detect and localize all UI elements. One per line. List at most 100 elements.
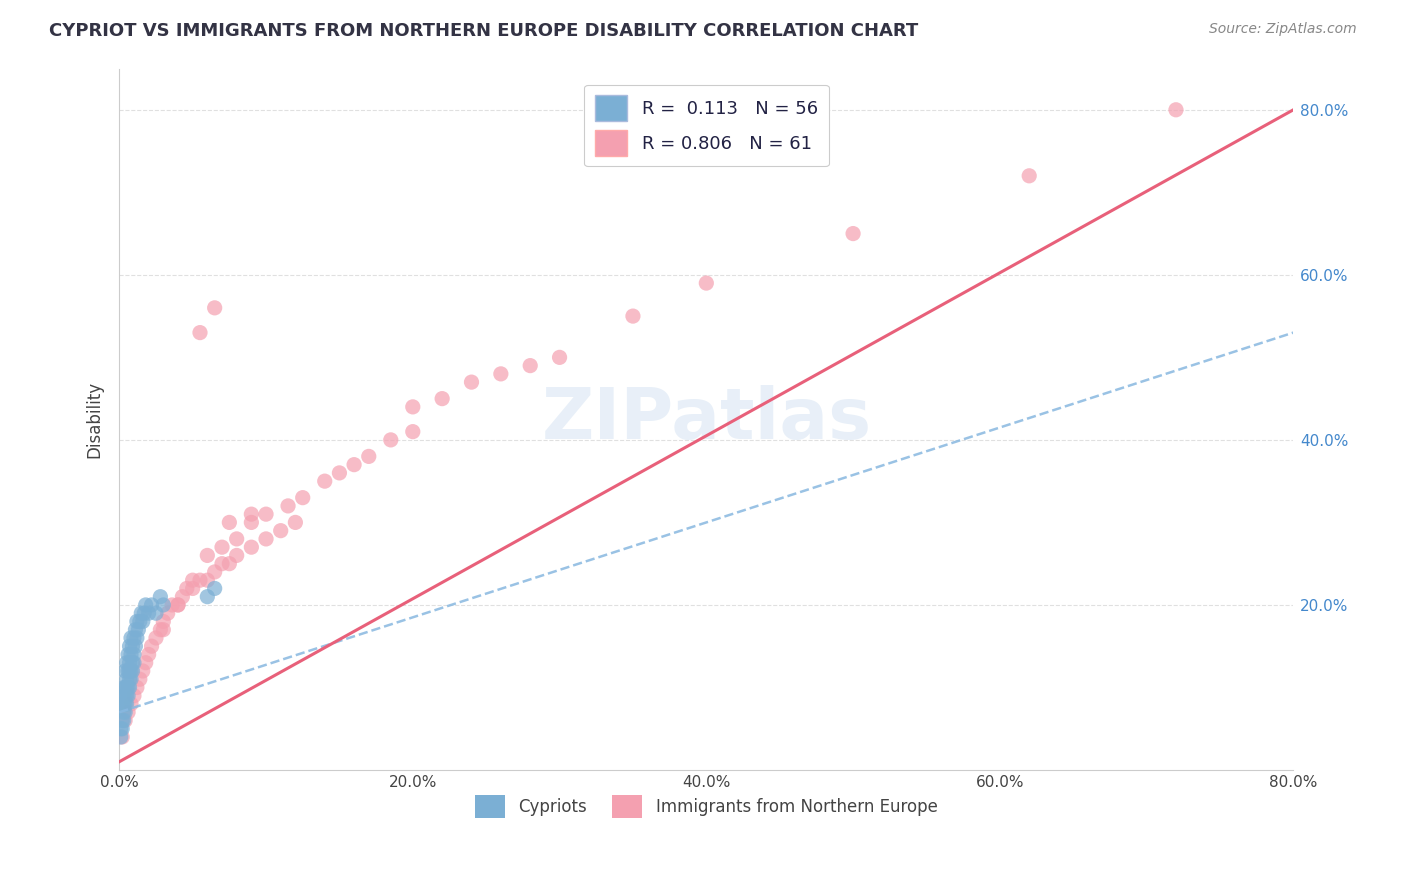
Point bbox=[138, 606, 160, 620]
Point bbox=[402, 425, 425, 439]
Point bbox=[204, 565, 226, 579]
Point bbox=[120, 648, 142, 662]
Point bbox=[695, 276, 717, 290]
Point bbox=[124, 623, 146, 637]
Point bbox=[156, 606, 179, 620]
Point bbox=[1018, 169, 1040, 183]
Point bbox=[120, 697, 142, 711]
Point bbox=[115, 697, 138, 711]
Point bbox=[115, 689, 138, 703]
Point bbox=[149, 623, 172, 637]
Point bbox=[132, 615, 155, 629]
Point bbox=[117, 681, 139, 695]
Point bbox=[129, 606, 152, 620]
Point bbox=[110, 730, 132, 744]
Point bbox=[1164, 103, 1187, 117]
Point bbox=[122, 631, 145, 645]
Point bbox=[842, 227, 865, 241]
Point bbox=[127, 623, 149, 637]
Point bbox=[284, 516, 307, 530]
Point bbox=[112, 689, 135, 703]
Point bbox=[225, 532, 247, 546]
Point bbox=[118, 681, 141, 695]
Point bbox=[195, 573, 218, 587]
Point bbox=[314, 474, 336, 488]
Point bbox=[128, 672, 150, 686]
Point bbox=[218, 516, 240, 530]
Point bbox=[141, 598, 163, 612]
Point bbox=[343, 458, 366, 472]
Point bbox=[121, 656, 143, 670]
Point bbox=[181, 573, 204, 587]
Point bbox=[211, 540, 233, 554]
Point bbox=[125, 631, 148, 645]
Point bbox=[118, 672, 141, 686]
Point bbox=[270, 524, 292, 538]
Point bbox=[111, 697, 134, 711]
Point bbox=[167, 598, 190, 612]
Point bbox=[117, 689, 139, 703]
Point bbox=[118, 656, 141, 670]
Point bbox=[204, 582, 226, 596]
Point bbox=[114, 681, 136, 695]
Point bbox=[112, 681, 135, 695]
Point bbox=[277, 499, 299, 513]
Point bbox=[135, 656, 157, 670]
Point bbox=[111, 730, 134, 744]
Point bbox=[225, 549, 247, 563]
Point bbox=[114, 697, 136, 711]
Point bbox=[548, 351, 571, 365]
Point bbox=[195, 549, 218, 563]
Point bbox=[141, 639, 163, 653]
Point bbox=[120, 672, 142, 686]
Point bbox=[125, 681, 148, 695]
Point bbox=[117, 648, 139, 662]
Text: CYPRIOT VS IMMIGRANTS FROM NORTHERN EUROPE DISABILITY CORRELATION CHART: CYPRIOT VS IMMIGRANTS FROM NORTHERN EURO… bbox=[49, 22, 918, 40]
Point bbox=[621, 309, 644, 323]
Point bbox=[121, 639, 143, 653]
Point bbox=[122, 656, 145, 670]
Point bbox=[125, 615, 148, 629]
Point bbox=[117, 705, 139, 719]
Point bbox=[430, 392, 453, 406]
Text: Source: ZipAtlas.com: Source: ZipAtlas.com bbox=[1209, 22, 1357, 37]
Point bbox=[328, 466, 350, 480]
Point bbox=[121, 664, 143, 678]
Point bbox=[138, 648, 160, 662]
Point bbox=[111, 714, 134, 728]
Point bbox=[114, 714, 136, 728]
Point bbox=[357, 450, 380, 464]
Point bbox=[204, 301, 226, 315]
Point bbox=[152, 623, 174, 637]
Point bbox=[460, 375, 482, 389]
Point bbox=[152, 615, 174, 629]
Point bbox=[128, 615, 150, 629]
Point bbox=[134, 606, 156, 620]
Point bbox=[160, 598, 183, 612]
Point bbox=[254, 532, 277, 546]
Point bbox=[120, 631, 142, 645]
Point bbox=[118, 664, 141, 678]
Point bbox=[240, 540, 263, 554]
Point bbox=[132, 664, 155, 678]
Point bbox=[111, 722, 134, 736]
Point bbox=[254, 507, 277, 521]
Point bbox=[112, 714, 135, 728]
Point bbox=[188, 326, 211, 340]
Point bbox=[240, 516, 263, 530]
Point bbox=[110, 722, 132, 736]
Point bbox=[188, 573, 211, 587]
Point bbox=[124, 639, 146, 653]
Point bbox=[115, 672, 138, 686]
Point bbox=[218, 557, 240, 571]
Point bbox=[402, 400, 425, 414]
Point bbox=[112, 705, 135, 719]
Point bbox=[291, 491, 314, 505]
Point bbox=[114, 705, 136, 719]
Point bbox=[145, 606, 167, 620]
Point bbox=[114, 664, 136, 678]
Point bbox=[115, 656, 138, 670]
Point bbox=[120, 664, 142, 678]
Point bbox=[489, 367, 512, 381]
Point bbox=[181, 582, 204, 596]
